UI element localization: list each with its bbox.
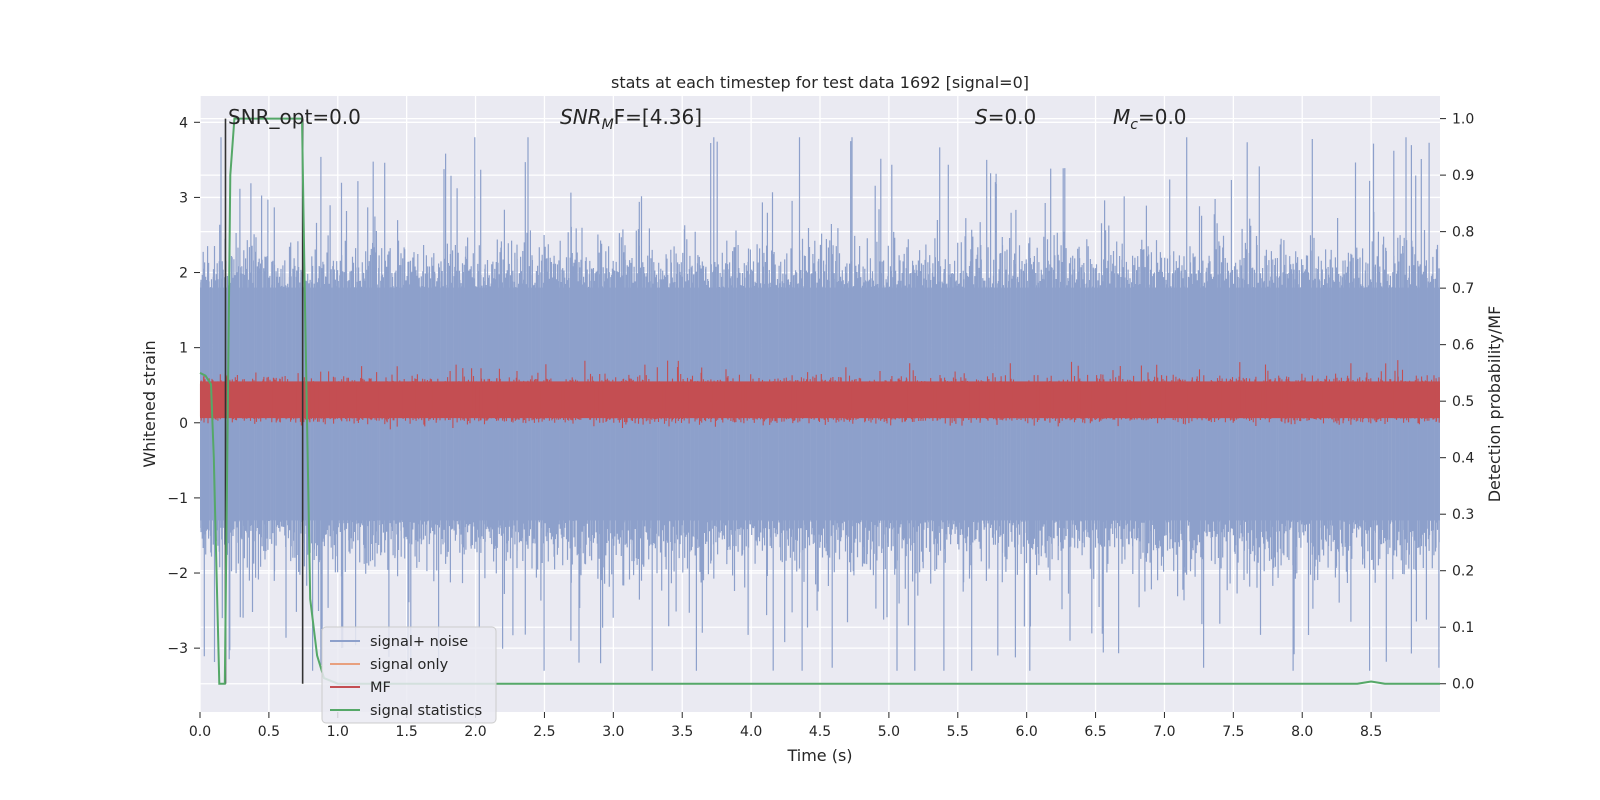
x-axis-ticks: 0.0 0.5 1.0 1.5 2.0 2.5 3.0 3.5 4.0 4.5 5.0 5.5 6.0 6… (189, 712, 1382, 740)
x-tick-label: 6.5 (1084, 724, 1106, 740)
y-axis-left-label: Whitened strain (140, 340, 159, 467)
legend-label: MF (370, 680, 391, 696)
y-right-tick-label: 0.4 (1452, 451, 1474, 467)
y-right-tick-label: 0.0 (1452, 677, 1474, 693)
chart-title: stats at each timestep for test data 169… (611, 73, 1029, 92)
y-right-tick-label: 0.6 (1452, 338, 1474, 354)
y-right-tick-label: 0.8 (1452, 225, 1474, 241)
y-right-tick-label: 0.1 (1452, 620, 1474, 636)
y-axis-right-label: Detection probability/MF (1485, 306, 1504, 503)
y-left-tick-label: −1 (167, 491, 188, 507)
x-tick-label: 3.5 (671, 724, 693, 740)
x-tick-label: 3.0 (602, 724, 624, 740)
legend-box (321, 626, 497, 724)
legend-label: signal statistics (370, 703, 482, 719)
y-right-tick-label: 1.0 (1452, 112, 1474, 128)
annotation: SNR_opt=0.0 (228, 105, 361, 129)
x-tick-label: 4.0 (740, 724, 762, 740)
x-tick-label: 4.5 (809, 724, 831, 740)
legend-label: signal+ noise (370, 634, 468, 650)
y-right-tick-label: 0.5 (1452, 394, 1474, 410)
x-tick-label: 1.5 (396, 724, 418, 740)
x-tick-label: 8.0 (1291, 724, 1313, 740)
y-left-tick-label: 4 (179, 115, 188, 131)
y-right-tick-label: 0.9 (1452, 168, 1474, 184)
annotations: SNR_opt=0.0 SNRMF=[4.36] S=0.0 Mc=0.0 (228, 105, 1187, 133)
y-left-tick-label: 1 (179, 341, 188, 357)
x-tick-label: 0.5 (258, 724, 280, 740)
annotation: S=0.0 (975, 105, 1036, 129)
mf-spikes (199, 360, 1440, 430)
annotation: Mc=0.0 (1113, 105, 1187, 133)
x-tick-label: 7.5 (1222, 724, 1244, 740)
y-left-tick-label: 0 (179, 416, 188, 432)
x-tick-label: 5.0 (878, 724, 900, 740)
legend-label: signal only (370, 657, 449, 673)
signal-statistics-line (199, 117, 1440, 685)
x-tick-label: 8.5 (1360, 724, 1382, 740)
x-tick-label: 2.0 (464, 724, 486, 740)
y-left-tick-label: 2 (179, 266, 188, 282)
y-left-tick-label: −2 (167, 566, 188, 582)
x-tick-label: 0.0 (189, 724, 211, 740)
x-tick-label: 7.0 (1153, 724, 1175, 740)
x-axis-label: Time (s) (786, 746, 852, 765)
x-tick-label: 5.5 (947, 724, 969, 740)
mf-series (199, 360, 1440, 430)
legend: signal+ noise signal only MF signal statist… (321, 626, 497, 724)
x-tick-label: 1.0 (327, 724, 349, 740)
signal-statistics-series (199, 117, 1440, 685)
y-right-tick-label: 0.7 (1452, 281, 1474, 297)
y-right-tick-label: 0.2 (1452, 564, 1474, 580)
y-axis-right-ticks: 0.0 0.1 0.2 0.3 0.4 0.5 0.6 0.7 0.8 0.9 1.0 (1440, 112, 1474, 693)
x-tick-label: 6.0 (1016, 724, 1038, 740)
y-left-tick-label: 3 (179, 190, 188, 206)
annotation: SNRMF=[4.36] (560, 105, 702, 133)
y-axis-left-ticks: −3 −2 −1 0 1 2 3 4 (167, 115, 200, 657)
y-left-tick-label: −3 (167, 641, 188, 657)
x-tick-label: 2.5 (533, 724, 555, 740)
y-right-tick-label: 0.3 (1452, 507, 1474, 523)
